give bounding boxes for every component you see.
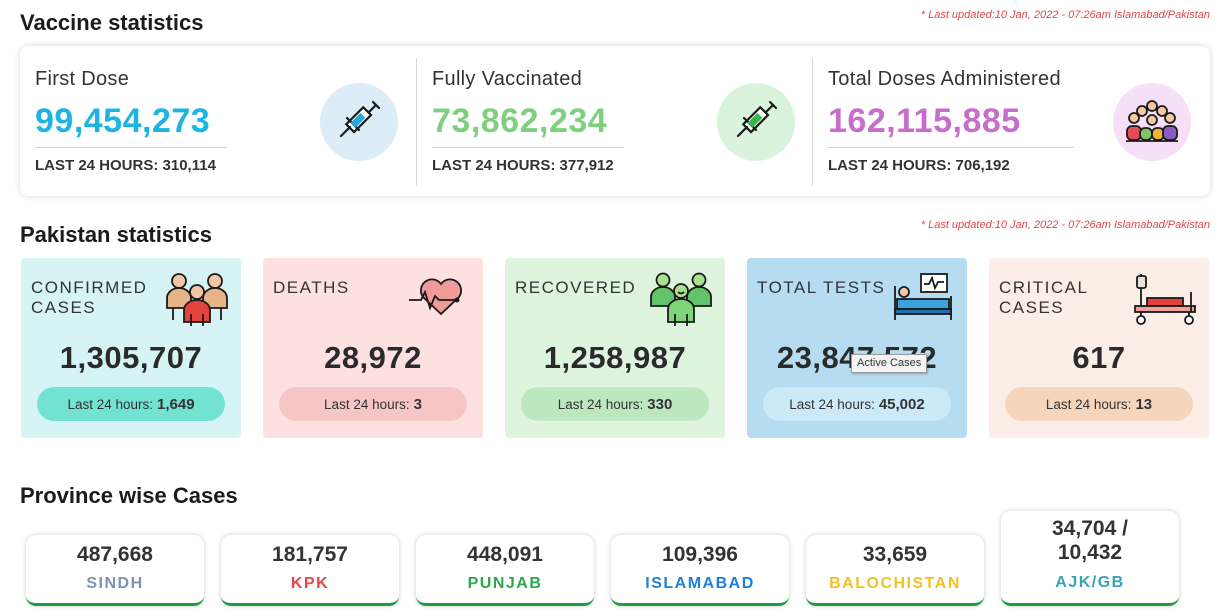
province-card-punjab[interactable]: 448,091 PUNJAB xyxy=(416,535,594,606)
province-name: KPK xyxy=(290,575,330,592)
recovered-label: RECOVERED xyxy=(515,278,637,297)
total-tests-last24-value: 45,002 xyxy=(878,395,925,413)
iv-bed-icon xyxy=(1133,270,1197,328)
total-tests-label: TOTAL TESTS xyxy=(757,278,886,297)
fully-vaccinated-card: Fully Vaccinated 73,862,234 LAST 24 HOUR… xyxy=(417,46,813,196)
first-dose-label: First Dose xyxy=(35,68,130,90)
province-value: 487,668 xyxy=(77,543,153,566)
heartbeat-icon xyxy=(407,270,471,328)
vaccine-section-title: Vaccine statistics xyxy=(20,10,204,35)
province-value: 109,396 xyxy=(662,543,738,566)
province-name: ISLAMABAD xyxy=(645,575,755,592)
first-dose-last24: LAST 24 HOURS: 310,114 xyxy=(35,157,216,174)
deaths-card: DEATHS 28,972 Last 24 hours: 3 xyxy=(263,258,483,438)
confirmed-cases-card: CONFIRMED CASES 1,305,707 Last 24 hours:… xyxy=(21,258,241,438)
recovered-last24-pill: Last 24 hours: 330 xyxy=(521,387,709,421)
province-name: AJK/GB xyxy=(1055,574,1125,591)
column-divider xyxy=(812,58,813,186)
pill-label: Last 24 hours: xyxy=(789,396,875,412)
vaccine-last-updated: * Last updated:10 Jan, 2022 - 07:26am Is… xyxy=(920,9,1210,21)
total-doses-last24: LAST 24 HOURS: 706,192 xyxy=(828,157,1010,174)
divider-line xyxy=(35,147,227,148)
province-value: 34,704 / 10,432 xyxy=(1052,517,1128,564)
province-card-islamabad[interactable]: 109,396 ISLAMABAD xyxy=(611,535,789,606)
province-section-title: Province wise Cases xyxy=(20,483,238,508)
province-name: BALOCHISTAN xyxy=(829,575,961,592)
total-tests-last24-pill: Last 24 hours: 45,002 xyxy=(763,387,951,421)
total-doses-label: Total Doses Administered xyxy=(828,68,1061,90)
pakistan-section-title: Pakistan statistics xyxy=(20,222,212,247)
province-name: SINDH xyxy=(86,575,144,592)
syringe-icon xyxy=(717,83,795,161)
critical-last24-pill: Last 24 hours: 13 xyxy=(1005,387,1193,421)
confirmed-cases-label: CONFIRMED CASES xyxy=(31,278,148,317)
province-value: 448,091 xyxy=(467,543,543,566)
confirmed-last24-value: 1,649 xyxy=(157,395,195,413)
column-divider xyxy=(416,58,417,186)
critical-cases-label: CRITICAL CASES xyxy=(999,278,1088,317)
province-card-kpk[interactable]: 181,757 KPK xyxy=(221,535,399,606)
pill-label: Last 24 hours: xyxy=(324,396,410,412)
pakistan-last-updated: * Last updated:10 Jan, 2022 - 07:26am Is… xyxy=(920,219,1210,231)
pill-label: Last 24 hours: xyxy=(1045,396,1132,412)
first-dose-card: First Dose 99,454,273 LAST 24 HOURS: 310… xyxy=(20,46,416,196)
province-value: 33,659 xyxy=(862,543,928,566)
deaths-label: DEATHS xyxy=(273,278,350,297)
divider-line xyxy=(828,147,1074,148)
pill-label: Last 24 hours: xyxy=(557,396,644,412)
deaths-value: 28,972 xyxy=(324,340,422,375)
people-icon xyxy=(165,270,229,328)
critical-cases-card: CRITICAL CASES 617 Last 24 hours: 13 xyxy=(989,258,1209,438)
fully-vaccinated-label: Fully Vaccinated xyxy=(432,68,583,90)
province-value: 181,757 xyxy=(272,543,348,566)
critical-cases-value: 617 xyxy=(1072,340,1126,375)
province-card-sindh[interactable]: 487,668 SINDH xyxy=(26,535,204,606)
total-doses-value: 162,115,885 xyxy=(828,102,1021,140)
pill-label: Last 24 hours: xyxy=(67,396,153,412)
deaths-last24-value: 3 xyxy=(413,395,422,413)
confirmed-last24-pill: Last 24 hours: 1,649 xyxy=(37,387,225,421)
critical-last24-value: 13 xyxy=(1135,395,1153,413)
deaths-last24-pill: Last 24 hours: 3 xyxy=(279,387,467,421)
province-name: PUNJAB xyxy=(467,575,543,592)
province-card-balochistan[interactable]: 33,659 BALOCHISTAN xyxy=(806,535,984,606)
total-tests-card: TOTAL TESTS 23,847,572 Last 24 hours:45,… xyxy=(747,258,967,438)
vaccine-panel: First Dose 99,454,273 LAST 24 HOURS: 310… xyxy=(20,46,1210,196)
recovered-last24-value: 330 xyxy=(647,395,673,413)
fully-vaccinated-value: 73,862,234 xyxy=(432,102,608,140)
total-doses-card: Total Doses Administered 162,115,885 LAS… xyxy=(813,46,1209,196)
fully-vaccinated-last24: LAST 24 HOURS: 377,912 xyxy=(432,157,614,174)
crowd-icon xyxy=(1113,83,1191,161)
first-dose-value: 99,454,273 xyxy=(35,102,211,140)
recovered-value: 1,258,987 xyxy=(543,340,687,375)
hospital-bed-monitor-icon xyxy=(891,270,955,328)
confirmed-cases-value: 1,305,707 xyxy=(59,340,203,375)
syringe-icon xyxy=(320,83,398,161)
divider-line xyxy=(432,147,624,148)
recovered-card: RECOVERED 1,258,987 Last 24 hours: 330 xyxy=(505,258,725,438)
active-cases-tooltip: Active Cases xyxy=(851,354,928,373)
province-card-ajk-gb[interactable]: 34,704 / 10,432 AJK/GB xyxy=(1001,511,1179,606)
recovered-people-icon xyxy=(649,270,713,328)
